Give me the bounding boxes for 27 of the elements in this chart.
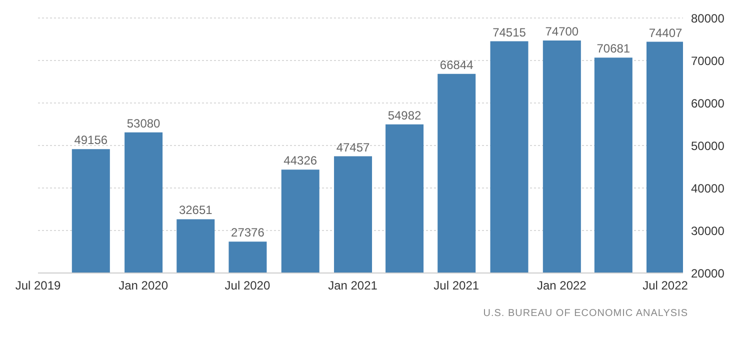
y-tick-label: 40000 [691, 181, 725, 196]
x-tick-label: Jan 2020 [118, 278, 168, 293]
data-label: 54982 [388, 108, 422, 122]
data-label: 74515 [492, 25, 526, 40]
y-tick-label: 30000 [691, 224, 725, 238]
y-tick-label: 20000 [691, 266, 725, 280]
data-label: 49156 [74, 133, 108, 148]
x-tick-label: Jul 2019 [15, 278, 62, 293]
data-label: 27376 [231, 226, 265, 240]
y-tick-label: 80000 [691, 11, 725, 26]
x-tick-label: Jul 2020 [224, 278, 270, 293]
data-label: 74700 [545, 24, 579, 39]
data-label: 32651 [178, 203, 213, 218]
y-tick-label: 50000 [691, 138, 725, 153]
x-tick-label: Jul 2022 [642, 278, 688, 293]
y-tick-label: 70000 [691, 54, 725, 68]
data-label: 74407 [648, 26, 683, 40]
y-tick-label: 60000 [691, 96, 725, 110]
data-label: 44326 [284, 154, 318, 168]
x-tick-label: Jul 2021 [434, 278, 480, 293]
x-tick-label: Jan 2021 [328, 278, 378, 293]
data-label: 66844 [440, 58, 474, 72]
x-tick-label: Jan 2022 [536, 278, 587, 293]
data-label: 70681 [596, 42, 630, 56]
text: U.S. BUREAU OF ECONOMIC ANALYSIS [483, 308, 688, 319]
data-label: 53080 [126, 116, 161, 130]
data-label: 47457 [336, 140, 370, 154]
